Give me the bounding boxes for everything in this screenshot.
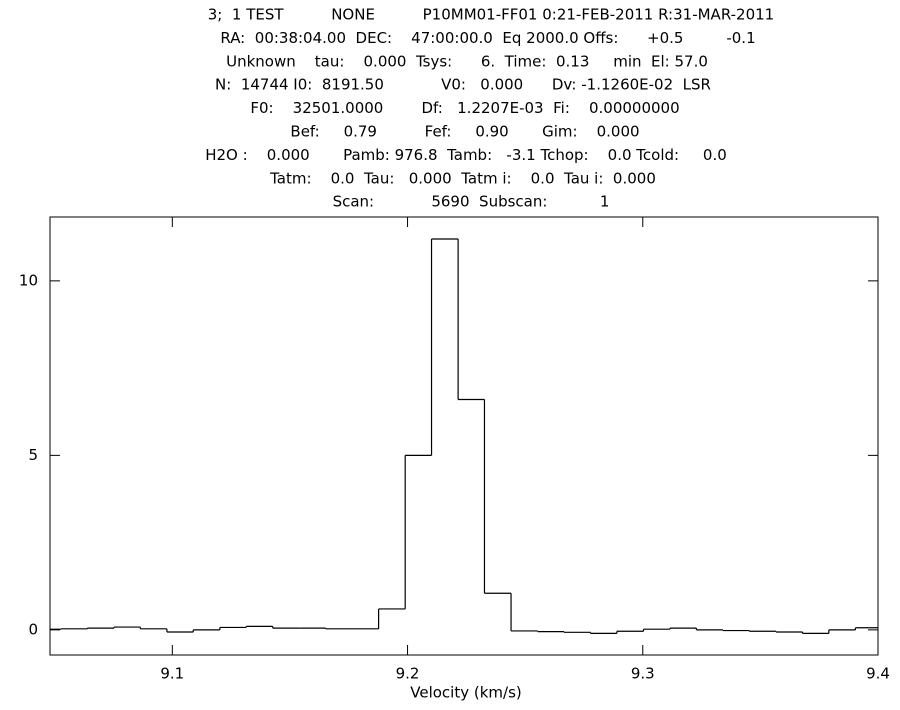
x-tick-label: 9.4: [866, 665, 890, 683]
x-tick-label: 9.2: [396, 665, 420, 683]
header-line: H2O : 0.000 Pamb: 976.8 Tamb: -3.1 Tchop…: [205, 146, 727, 164]
x-tick-label: 9.3: [631, 665, 655, 683]
header-line: Scan: 5690 Subscan: 1: [333, 193, 610, 211]
header-line: RA: 00:38:04.00 DEC: 47:00:00.0 Eq 2000.…: [220, 29, 755, 47]
header-line: Tatm: 0.0 Tau: 0.000 Tatm i: 0.0 Tau i: …: [269, 169, 656, 187]
header-line: Unknown tau: 0.000 Tsys: 6. Time: 0.13 m…: [226, 52, 708, 70]
y-tick-label: 5: [28, 446, 38, 464]
spectrum: [50, 238, 878, 634]
header-line: 3; 1 TEST NONE P10MM01-FF01 0:21-FEB-201…: [208, 6, 774, 24]
header-line: N: 14744 I0: 8191.50 V0: 0.000 Dv: -1.12…: [215, 76, 711, 94]
plot-frame: [49, 216, 879, 656]
x-axis-label: Velocity (km/s): [410, 684, 521, 702]
header-line: Bef: 0.79 Fef: 0.90 Gim: 0.000: [290, 123, 639, 141]
header-line: F0: 32501.0000 Df: 1.2207E-03 Fi: 0.0000…: [250, 99, 679, 117]
y-tick-label: 0: [28, 620, 38, 638]
x-tick-label: 9.1: [160, 665, 184, 683]
y-tick-label: 10: [19, 271, 38, 289]
